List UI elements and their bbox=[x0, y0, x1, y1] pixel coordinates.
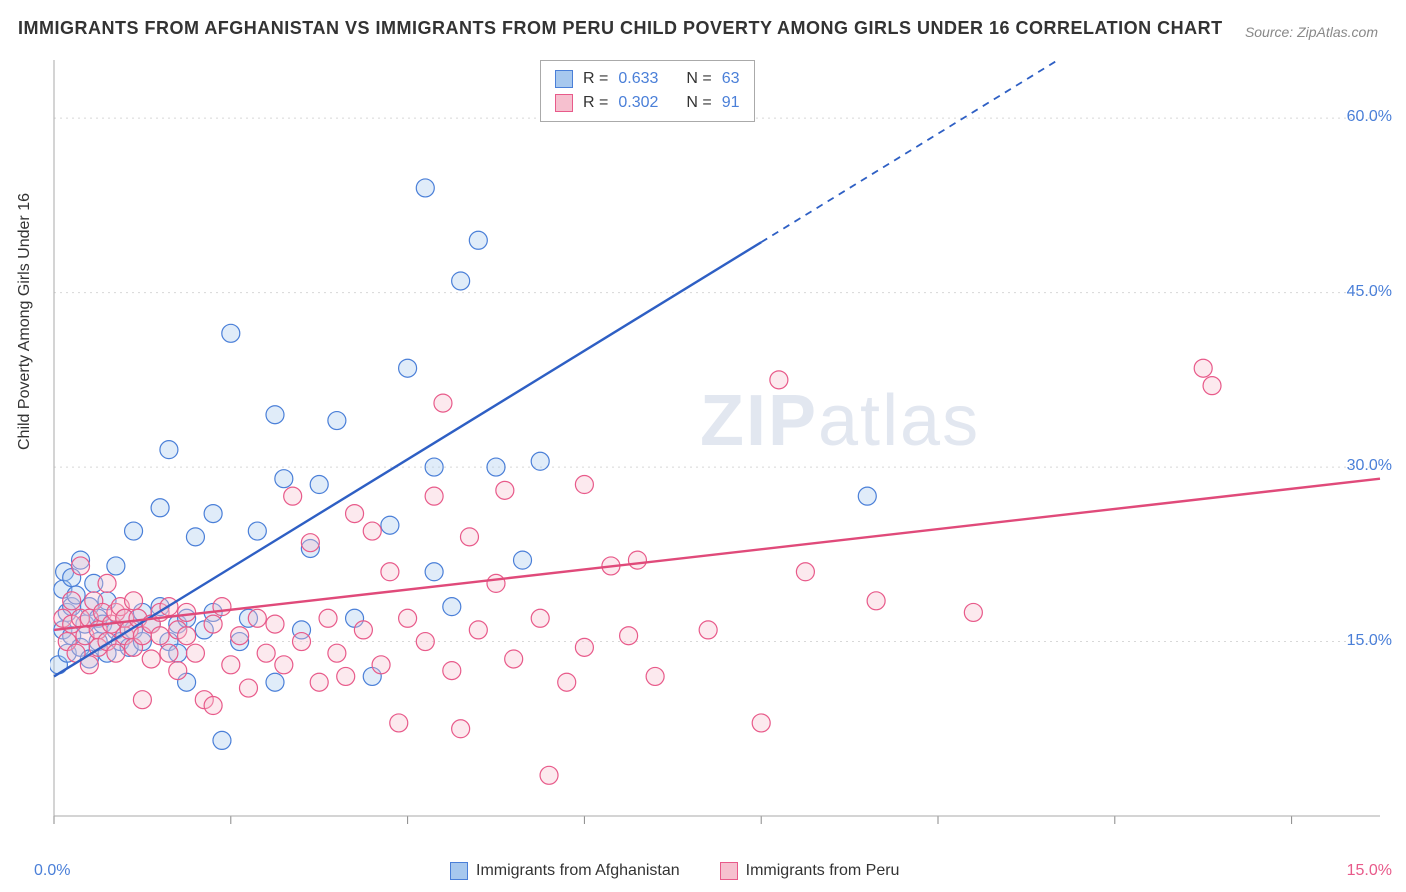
legend-n-value: 91 bbox=[722, 94, 740, 112]
y-tick-label: 15.0% bbox=[1347, 632, 1392, 650]
legend-r-value: 0.302 bbox=[618, 94, 658, 112]
legend-series: Immigrants from Afghanistan Immigrants f… bbox=[450, 862, 899, 880]
plot-area bbox=[50, 52, 1390, 832]
x-axis-max-label: 15.0% bbox=[1347, 862, 1392, 880]
legend-r-label: R = bbox=[583, 94, 608, 112]
chart-container: IMMIGRANTS FROM AFGHANISTAN VS IMMIGRANT… bbox=[0, 0, 1406, 892]
legend-swatch-afghanistan bbox=[555, 70, 573, 88]
legend-swatch-afghanistan bbox=[450, 862, 468, 880]
legend-stats: R = 0.633 N = 63 R = 0.302 N = 91 bbox=[540, 60, 755, 122]
legend-n-value: 63 bbox=[722, 70, 740, 88]
legend-n-label: N = bbox=[686, 94, 711, 112]
y-axis-label: Child Poverty Among Girls Under 16 bbox=[16, 193, 34, 450]
legend-n-label: N = bbox=[686, 70, 711, 88]
scatter-svg bbox=[50, 52, 1390, 832]
legend-r-label: R = bbox=[583, 70, 608, 88]
x-axis-min-label: 0.0% bbox=[34, 862, 70, 880]
legend-swatch-peru bbox=[555, 94, 573, 112]
legend-item-peru: Immigrants from Peru bbox=[720, 862, 900, 880]
y-tick-label: 60.0% bbox=[1347, 108, 1392, 126]
y-tick-label: 45.0% bbox=[1347, 283, 1392, 301]
y-tick-label: 30.0% bbox=[1347, 457, 1392, 475]
legend-label: Immigrants from Peru bbox=[746, 862, 900, 880]
chart-title: IMMIGRANTS FROM AFGHANISTAN VS IMMIGRANT… bbox=[18, 18, 1223, 39]
source-label: Source: ZipAtlas.com bbox=[1245, 24, 1378, 40]
legend-swatch-peru bbox=[720, 862, 738, 880]
legend-r-value: 0.633 bbox=[618, 70, 658, 88]
legend-row: R = 0.633 N = 63 bbox=[555, 67, 740, 91]
legend-item-afghanistan: Immigrants from Afghanistan bbox=[450, 862, 680, 880]
legend-label: Immigrants from Afghanistan bbox=[476, 862, 680, 880]
legend-row: R = 0.302 N = 91 bbox=[555, 91, 740, 115]
